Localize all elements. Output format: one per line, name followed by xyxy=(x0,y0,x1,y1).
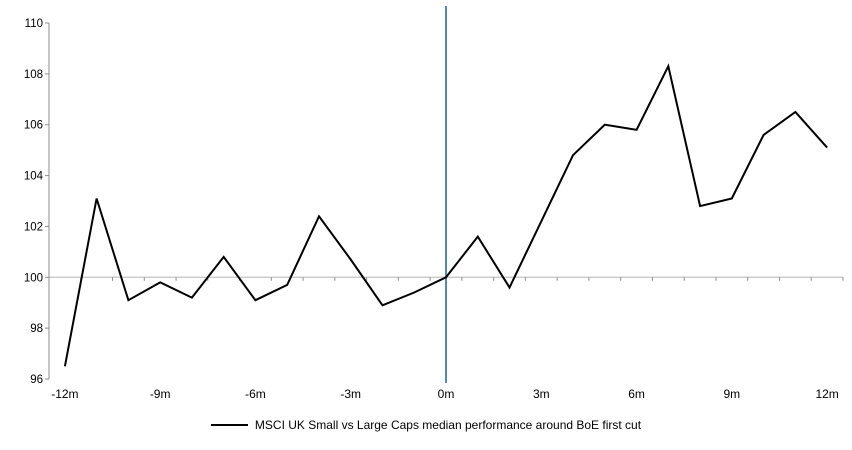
x-axis-label: 9m xyxy=(724,387,741,401)
y-axis-label: 98 xyxy=(30,323,43,335)
y-axis-label: 100 xyxy=(24,272,43,284)
legend-label: MSCI UK Small vs Large Caps median perfo… xyxy=(254,418,642,432)
x-axis-label: -6m xyxy=(245,387,266,401)
x-axis-label: -3m xyxy=(340,387,361,401)
y-axis-label: 102 xyxy=(24,221,43,233)
x-axis-label: -9m xyxy=(150,387,171,401)
y-axis-label: 96 xyxy=(30,374,43,386)
y-axis-label: 108 xyxy=(24,69,43,81)
x-axis-label: 0m xyxy=(438,387,455,401)
y-axis-label: 106 xyxy=(24,120,43,132)
x-axis-label: 3m xyxy=(533,387,550,401)
x-axis-label: -12m xyxy=(51,387,78,401)
series-line xyxy=(63,63,828,367)
y-axis-label: 104 xyxy=(24,171,44,183)
y-axis-label: 110 xyxy=(25,18,43,30)
legend-line-swatch xyxy=(210,424,248,426)
x-axis-label: 6m xyxy=(628,387,645,401)
legend: MSCI UK Small vs Large Caps median perfo… xyxy=(0,417,852,433)
x-axis-label: 12m xyxy=(815,387,838,401)
